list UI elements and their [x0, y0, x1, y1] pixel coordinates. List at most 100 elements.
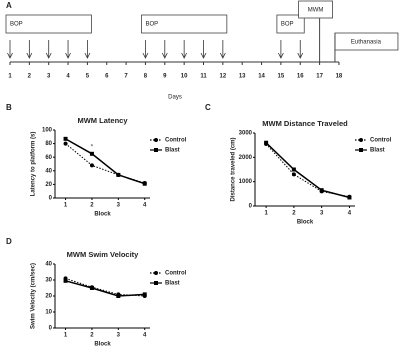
day-label: 8	[144, 74, 148, 80]
panel-label: A	[6, 1, 12, 10]
bop-box	[5, 14, 92, 34]
series-line	[265, 143, 350, 198]
arrow-head	[84, 52, 91, 59]
marker	[142, 292, 147, 297]
day-label: 15	[278, 74, 285, 80]
bop-label: BOP	[10, 22, 23, 28]
y-tick-label: 100	[42, 128, 53, 134]
series-line	[65, 277, 145, 297]
legend-label: Blast	[165, 148, 180, 154]
chart-title: MWM Distance Traveled	[262, 119, 348, 128]
y-tick-label: 3000	[239, 131, 253, 137]
bop-label: BOP	[145, 22, 158, 28]
x-tick-label: 2	[90, 203, 94, 209]
y-tick-label: 20	[45, 182, 52, 188]
x-tick-label: 1	[64, 203, 68, 209]
arrow-head	[297, 52, 304, 59]
annotation: *	[91, 145, 94, 151]
x-tick-label: 3	[117, 333, 121, 339]
series-line	[265, 142, 350, 199]
legend-marker	[154, 281, 158, 285]
day-label: 17	[316, 74, 323, 80]
legend-label: Control	[370, 138, 392, 144]
x-tick-label: 4	[143, 203, 147, 209]
legend-marker	[359, 148, 363, 152]
day-label: 3	[47, 74, 51, 80]
legend-label: Blast	[165, 281, 180, 287]
arrow-head	[142, 52, 149, 59]
arrow-head	[45, 52, 52, 59]
marker	[264, 140, 269, 145]
y-axis-label: Swim Velocity (cm/sec)	[31, 263, 37, 329]
panel-label: B	[6, 103, 12, 112]
x-axis-label: Days	[168, 95, 182, 101]
x-tick-label: 2	[90, 333, 94, 339]
day-label: 7	[124, 74, 128, 80]
series-line	[65, 280, 145, 297]
day-label: 14	[258, 74, 265, 80]
legend-marker	[154, 138, 158, 142]
y-axis-label: Distance traveled (cm)	[231, 137, 237, 201]
arrow-head	[26, 52, 33, 59]
panel-label: C	[205, 103, 211, 112]
legend-label: Blast	[370, 148, 385, 154]
y-tick-label: 30	[45, 278, 52, 284]
chart-title: MWM Latency	[77, 116, 128, 125]
day-label: 6	[105, 74, 109, 80]
x-tick-label: 1	[64, 333, 68, 339]
legend-label: Control	[165, 138, 187, 144]
series-line	[65, 143, 145, 184]
marker	[319, 188, 324, 193]
arrow-head	[7, 52, 13, 59]
marker	[89, 151, 94, 156]
arrow-head	[278, 52, 284, 59]
day-label: 4	[66, 74, 70, 80]
marker	[347, 195, 352, 200]
y-tick-label: 60	[45, 155, 52, 161]
y-axis-label: Latency to platform (s)	[31, 132, 37, 197]
day-label: 10	[181, 74, 188, 80]
y-tick-label: 40	[45, 262, 52, 268]
bop-box	[141, 14, 228, 34]
marker	[63, 278, 68, 283]
y-tick-label: 0	[249, 204, 253, 210]
marker	[116, 294, 121, 298]
legend-marker	[359, 138, 363, 142]
marker	[142, 181, 147, 186]
panel-label: D	[6, 237, 12, 246]
mwm-label: MWM	[308, 8, 324, 14]
day-label: 18	[336, 74, 343, 80]
bop-label: BOP	[281, 22, 294, 28]
y-tick-label: 2000	[239, 155, 253, 161]
x-axis-label: Block	[297, 220, 314, 226]
arrow-head	[65, 52, 71, 59]
day-label: 13	[239, 74, 246, 80]
legend-marker	[154, 148, 158, 152]
x-axis-label: Block	[94, 342, 111, 348]
y-tick-label: 40	[45, 168, 52, 174]
marker	[116, 172, 121, 177]
marker	[89, 286, 94, 290]
marker	[63, 141, 68, 146]
legend-label: Control	[165, 271, 187, 277]
day-label: 1	[8, 74, 12, 80]
y-tick-label: 1000	[239, 179, 253, 185]
marker	[291, 172, 296, 177]
series-line	[65, 138, 145, 185]
legend-marker	[154, 271, 158, 275]
euthanasia-label: Euthanasia	[351, 40, 382, 46]
bop-box	[276, 14, 305, 34]
x-tick-label: 2	[292, 211, 296, 217]
day-label: 16	[297, 74, 304, 80]
x-tick-label: 4	[348, 211, 352, 217]
marker	[63, 136, 68, 141]
day-label: 5	[86, 74, 90, 80]
day-label: 12	[220, 74, 227, 80]
y-tick-label: 80	[45, 141, 52, 147]
y-tick-label: 10	[45, 310, 52, 316]
y-tick-label: 0	[49, 326, 53, 332]
arrow-head	[200, 52, 207, 59]
x-tick-label: 3	[117, 203, 121, 209]
x-tick-label: 3	[320, 211, 324, 217]
